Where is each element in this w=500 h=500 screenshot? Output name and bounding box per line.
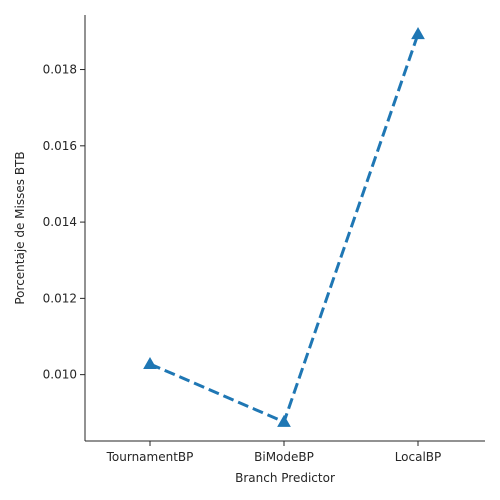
x-tick-label: TournamentBP xyxy=(106,450,194,464)
x-tick-label: BiModeBP xyxy=(254,450,314,464)
x-ticks: TournamentBP BiModeBP LocalBP xyxy=(106,441,442,464)
data-point-marker xyxy=(411,27,425,40)
x-tick-label: LocalBP xyxy=(395,450,442,464)
y-tick-label: 0.014 xyxy=(43,215,77,229)
plot-area xyxy=(143,27,425,427)
y-axis-label: Porcentaje de Misses BTB xyxy=(13,151,27,304)
series-line xyxy=(149,33,420,424)
y-tick-label: 0.018 xyxy=(43,63,77,77)
y-ticks: 0.010 0.012 0.014 0.016 0.018 xyxy=(43,63,85,382)
y-tick-label: 0.016 xyxy=(43,139,77,153)
x-axis-label: Branch Predictor xyxy=(235,471,335,485)
y-tick-label: 0.012 xyxy=(43,291,77,305)
data-point-marker xyxy=(143,356,157,369)
y-tick-label: 0.010 xyxy=(43,368,77,382)
data-point-marker xyxy=(277,414,291,427)
